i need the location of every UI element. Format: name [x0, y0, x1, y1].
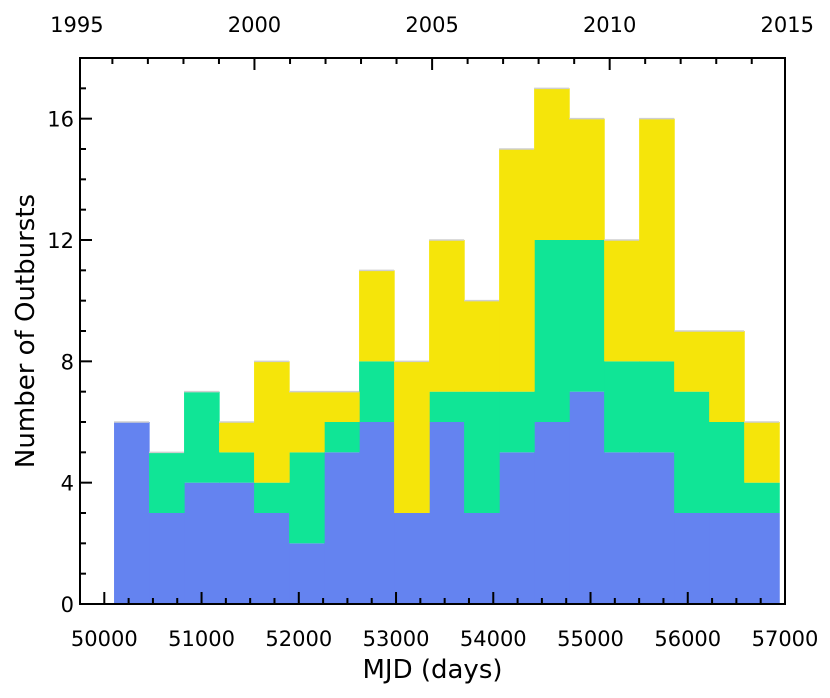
bar-series1-bin11 — [464, 513, 500, 604]
bar-series2-bin14 — [569, 240, 605, 392]
bar-series1-bin6 — [289, 543, 325, 604]
bar-series1-bin14 — [569, 391, 605, 604]
bar-series2-bin13 — [534, 240, 570, 422]
top-tick-label: 1995 — [50, 13, 103, 37]
bar-series3-bin17 — [674, 331, 710, 392]
bar-series3-bin12 — [499, 149, 535, 392]
x-tick-label: 56000 — [654, 627, 721, 651]
x-tick-label: 57000 — [752, 627, 819, 651]
bar-series2-bin18 — [709, 422, 745, 513]
x-tick-label: 54000 — [460, 627, 527, 651]
bar-series1-bin3 — [184, 482, 220, 604]
bar-series2-bin11 — [464, 391, 500, 513]
top-tick-label: 2010 — [583, 13, 636, 37]
bar-series1-bin13 — [534, 422, 570, 604]
bar-series2-bin12 — [499, 391, 535, 453]
histogram-outlines — [114, 87, 780, 454]
bar-series2-bin19 — [744, 482, 780, 513]
bar-series3-bin4 — [219, 422, 255, 453]
bar-series2-bin6 — [289, 452, 325, 544]
axis-ticks — [79, 58, 786, 605]
y-tick-label: 12 — [47, 229, 74, 253]
bar-series2-bin10 — [429, 391, 465, 422]
bar-series1-bin19 — [744, 513, 780, 604]
bar-series3-bin13 — [534, 88, 570, 240]
bar-series3-bin14 — [569, 118, 605, 240]
bar-series1-bin7 — [324, 452, 360, 604]
x-tick-label: 51000 — [168, 627, 235, 651]
bar-series2-bin8 — [359, 361, 395, 422]
bar-series1-bin1 — [114, 422, 150, 604]
bar-series3-bin8 — [359, 270, 395, 362]
bar-series3-bin11 — [464, 300, 500, 392]
bar-series3-bin7 — [324, 391, 360, 422]
x-tick-label: 55000 — [557, 627, 624, 651]
y-axis-title: Number of Outbursts — [11, 194, 41, 468]
bar-series1-bin8 — [359, 422, 395, 604]
bar-series1-bin10 — [429, 422, 465, 604]
bar-series1-bin4 — [219, 482, 255, 604]
bar-series1-bin15 — [604, 452, 640, 604]
histogram-bars — [114, 88, 780, 604]
tick-labels: 50000 51000 52000 53000 54000 55000 56000 57000… — [47, 13, 818, 651]
bar-series2-bin15 — [604, 361, 640, 453]
bar-series2-bin16 — [639, 361, 675, 453]
bar-series2-bin2 — [149, 452, 185, 513]
y-tick-label: 8 — [61, 350, 74, 374]
bar-series2-bin17 — [674, 391, 710, 513]
bar-series1-bin12 — [499, 452, 535, 604]
bar-series3-bin5 — [254, 361, 290, 483]
x-tick-label: 53000 — [363, 627, 430, 651]
bar-series3-bin9 — [394, 361, 430, 513]
bar-series1-bin2 — [149, 513, 185, 604]
x-axis-title: MJD (days) — [362, 655, 502, 685]
top-tick-label: 2015 — [761, 13, 814, 37]
bar-series3-bin16 — [639, 118, 675, 362]
bar-series2-bin7 — [324, 422, 360, 453]
bar-series3-bin10 — [429, 240, 465, 392]
bar-series2-bin3 — [184, 391, 220, 483]
y-tick-label: 0 — [61, 593, 74, 617]
bar-series1-bin16 — [639, 452, 675, 604]
x-tick-label: 50000 — [71, 627, 138, 651]
bar-series3-bin18 — [709, 331, 745, 422]
bar-series2-bin4 — [219, 452, 255, 483]
bar-series3-bin19 — [744, 422, 780, 483]
x-tick-label: 52000 — [265, 627, 332, 651]
bar-series3-bin15 — [604, 240, 640, 362]
bar-series1-bin9 — [394, 513, 430, 604]
y-tick-label: 16 — [47, 108, 74, 132]
y-tick-label: 4 — [61, 472, 74, 496]
bar-series1-bin17 — [674, 513, 710, 604]
bar-series2-bin5 — [254, 482, 290, 513]
bar-series3-bin6 — [289, 391, 325, 453]
top-tick-label: 2005 — [405, 13, 458, 37]
top-tick-label: 2000 — [228, 13, 281, 37]
bar-series1-bin5 — [254, 513, 290, 604]
bar-series1-bin18 — [709, 513, 745, 604]
